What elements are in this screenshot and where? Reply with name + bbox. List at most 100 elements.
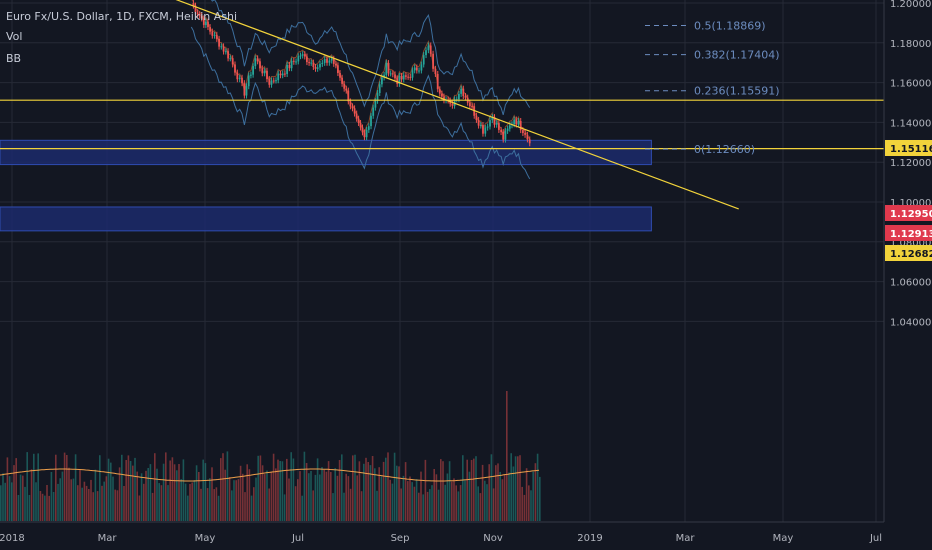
volume-bar: [418, 492, 420, 521]
volume-bar: [17, 495, 20, 521]
volume-bar: [532, 471, 534, 521]
volume-bar: [143, 483, 145, 521]
candle: [299, 55, 302, 57]
volume-bar: [462, 455, 464, 521]
volume-bar: [528, 485, 530, 521]
volume-bar: [334, 468, 336, 521]
support-zone-1[interactable]: [0, 139, 652, 166]
volume-bar: [492, 488, 495, 521]
volume-bar: [220, 458, 222, 521]
volume-bar: [481, 464, 484, 521]
price-badge-label: 1.15116: [890, 144, 932, 155]
trendline[interactable]: [159, 0, 739, 210]
volume-bar: [178, 464, 180, 521]
volume-bar: [77, 485, 79, 521]
volume-bar: [486, 484, 488, 521]
volume-bar: [466, 459, 468, 521]
candle: [301, 54, 304, 56]
candle: [359, 123, 362, 128]
volume-bar: [132, 465, 134, 521]
volume-bar: [182, 459, 185, 521]
volume-bar: [200, 488, 202, 521]
fib-label-1: 0.382(1.17404): [694, 49, 780, 62]
candle: [391, 73, 394, 75]
candle: [502, 132, 505, 140]
candle: [508, 125, 511, 129]
candle: [238, 77, 241, 80]
candle: [418, 70, 420, 72]
volume-bar: [534, 463, 537, 521]
candle: [256, 58, 259, 62]
candle: [436, 74, 439, 90]
candle: [528, 139, 531, 144]
candle: [323, 59, 326, 63]
volume-bar: [173, 464, 176, 521]
time-axis[interactable]: 2018 Mar May Jul Sep Nov 2019 Mar May Jul: [0, 533, 882, 544]
volume-bar: [389, 479, 391, 521]
support-zone-2[interactable]: [0, 206, 652, 232]
grid: [0, 0, 884, 522]
volume-bar: [154, 453, 156, 521]
volume-bar: [440, 459, 442, 521]
candle: [270, 80, 273, 85]
volume-bar: [519, 455, 521, 521]
volume-bar: [169, 460, 171, 521]
volume-bar: [127, 455, 130, 521]
volume-bar: [327, 461, 330, 521]
candle: [288, 65, 291, 69]
volume-bar: [138, 495, 141, 521]
bb-upper-line: [211, 0, 531, 116]
candle: [429, 45, 432, 54]
candle: [482, 125, 484, 134]
volume-bar: [90, 479, 92, 521]
candle: [245, 86, 248, 96]
price-axis[interactable]: 1.20000 1.18000 1.16000 1.14000 1.12000 1.100…: [890, 0, 931, 328]
volume-bar: [246, 464, 248, 521]
volume-bar: [79, 470, 81, 521]
volume-bar: [37, 453, 39, 521]
volume-bar: [213, 489, 215, 521]
volume-bar: [473, 458, 475, 521]
candle: [335, 63, 337, 66]
candle: [194, 5, 197, 13]
candle: [493, 117, 496, 125]
volume-bar: [6, 457, 9, 521]
volume-bar: [420, 471, 422, 521]
volume-bar: [352, 455, 354, 521]
volume-bar: [110, 462, 112, 521]
candle: [458, 93, 460, 100]
candle: [376, 93, 379, 101]
volume-bar: [539, 476, 541, 521]
volume-bar: [125, 460, 127, 521]
candle: [229, 58, 232, 60]
volume-bar: [411, 482, 413, 521]
volume-bar: [374, 468, 376, 521]
time-tick-label: Sep: [391, 533, 410, 544]
volume-bar: [464, 480, 466, 521]
price-badge-label: 1.12682: [890, 249, 932, 260]
candle: [500, 130, 502, 133]
candle: [475, 115, 478, 120]
volume-bar: [356, 475, 358, 521]
volume-bar: [468, 471, 471, 521]
volume-bar: [66, 455, 68, 521]
candle: [504, 130, 507, 140]
volume-bar: [129, 461, 132, 521]
candle: [347, 90, 350, 102]
candle: [383, 74, 385, 78]
volume-bar: [266, 470, 268, 521]
volume-bar: [387, 452, 389, 521]
candle: [227, 51, 229, 59]
price-tick-label: 1.12000: [890, 158, 931, 169]
volume-bar: [521, 486, 523, 521]
volume-bar: [424, 459, 427, 521]
volume-bar: [204, 463, 207, 521]
volume-bar: [431, 485, 433, 521]
volume-bar: [2, 473, 4, 521]
volume-bar: [255, 477, 257, 521]
candle: [425, 50, 427, 56]
price-badge-bg: [885, 225, 932, 241]
